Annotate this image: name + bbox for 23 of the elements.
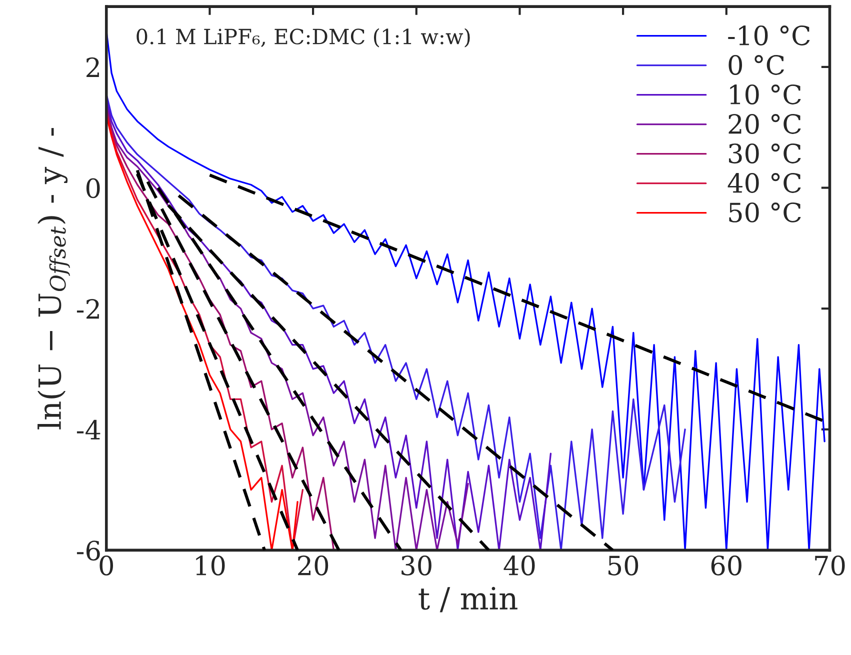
legend-label: 50 °C	[729, 202, 801, 222]
legend-label: 0 °C	[728, 54, 784, 75]
annotation: 0.1 M LiPF₆, EC:DMC (1:1 w:w)	[136, 28, 470, 48]
legend-label: 40 °C	[728, 172, 801, 193]
y-tick-label: -2	[76, 299, 99, 319]
x-tick-label: 70	[815, 556, 845, 576]
x-tick-label: 60	[711, 556, 742, 576]
y-tick-label: -4	[76, 420, 100, 440]
y-tick-label: -6	[76, 540, 100, 561]
legend-label: 10 °C	[730, 84, 801, 104]
x-tick-label: 0	[100, 556, 114, 576]
x-tick-label: 10	[196, 556, 225, 576]
x-tick-label: 40	[504, 556, 535, 576]
y-tick-label: 0	[86, 178, 100, 198]
y-tick-label: 2	[86, 57, 99, 77]
x-tick-label: 30	[402, 556, 432, 576]
y-axis-title: ln(U − U$_{Offset}$) - y / -	[38, 128, 70, 430]
legend-label: -10 °C	[728, 25, 810, 46]
legend-label: 30 °C	[728, 143, 801, 164]
x-axis-title: t / min	[418, 586, 518, 612]
x-tick-label: 50	[608, 556, 638, 576]
legend-label: 20 °C	[728, 114, 801, 134]
x-tick-label: 20	[298, 556, 328, 576]
